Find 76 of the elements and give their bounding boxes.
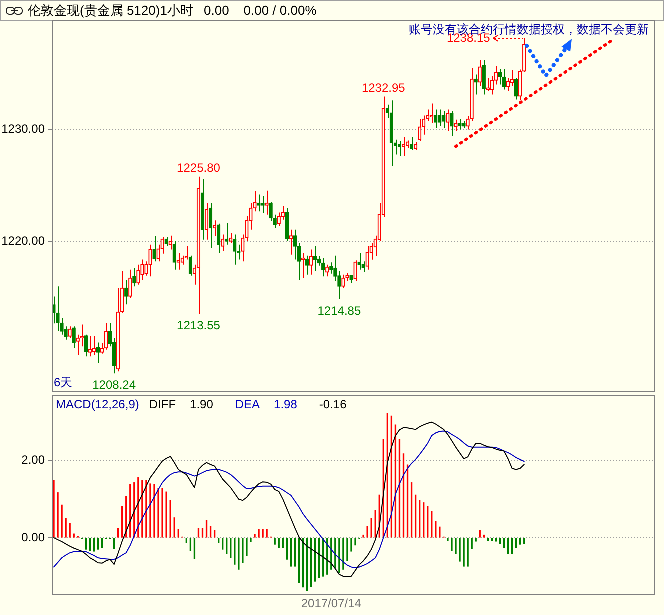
candlestick	[56, 286, 60, 332]
candlestick	[458, 118, 462, 130]
candlestick	[450, 110, 454, 138]
candlestick	[293, 229, 298, 260]
candlestick	[229, 232, 233, 244]
text: DIFF	[149, 397, 176, 412]
candlestick	[301, 252, 306, 279]
candlestick	[277, 212, 281, 228]
y-tick-label: 0.00	[22, 530, 46, 544]
candlestick	[104, 322, 108, 350]
candlestick	[506, 78, 510, 92]
annotation: 1214.85	[318, 304, 362, 318]
candlestick	[76, 334, 80, 356]
candlestick	[217, 223, 221, 254]
candlestick	[410, 136, 414, 152]
candlestick	[265, 190, 269, 216]
candlestick	[454, 119, 458, 132]
chart-title: 伦敦金现(贵金属 5120)1小时	[28, 2, 194, 20]
candlestick	[358, 252, 362, 270]
candlestick	[430, 103, 434, 124]
candlestick	[164, 236, 168, 248]
candlestick	[152, 236, 156, 262]
candlestick	[52, 296, 56, 324]
candlestick	[92, 336, 96, 356]
candlestick	[330, 262, 334, 274]
candlestick	[140, 259, 144, 280]
candlestick	[478, 60, 482, 87]
candlestick	[128, 269, 132, 299]
annotation: 1208.24	[92, 378, 136, 392]
annotation: 1213.55	[177, 318, 221, 332]
candlestick	[446, 109, 450, 132]
annotation: 1232.95	[362, 81, 406, 96]
candlestick	[518, 69, 522, 101]
candlestick	[172, 241, 176, 270]
candlestick	[482, 60, 486, 96]
annotation: -0.16	[319, 397, 348, 412]
candlestick	[68, 326, 72, 339]
candlestick	[136, 264, 140, 286]
candlestick	[326, 264, 330, 278]
candlestick	[490, 76, 494, 96]
candlestick	[204, 202, 209, 240]
candlestick	[305, 255, 310, 276]
candlestick	[176, 252, 180, 270]
candlestick	[498, 68, 502, 86]
y-tick-label: 1220.00	[2, 234, 46, 248]
annotation: 6天	[54, 375, 73, 390]
candlestick	[124, 279, 128, 306]
y-tick-label: 1230.00	[2, 122, 46, 136]
candlestick	[342, 274, 346, 289]
annotation: 1.98	[274, 397, 298, 412]
candlestick	[338, 271, 342, 300]
candlestick	[309, 249, 314, 276]
candlestick	[84, 334, 88, 358]
candlestick	[486, 78, 490, 92]
annotation: 1225.80	[177, 161, 221, 176]
candlestick	[442, 110, 446, 129]
candlestick	[208, 202, 213, 249]
candlestick	[434, 109, 438, 129]
candlestick	[233, 234, 237, 266]
candlestick	[289, 229, 294, 256]
candlestick	[354, 260, 358, 282]
candlestick	[88, 336, 92, 358]
candlestick	[221, 234, 225, 252]
chart-title: MACD(12,26,9)	[56, 397, 140, 412]
chart-subtitle: 0.00 0.00 / 0.00%	[204, 2, 317, 20]
y-tick-label: 2.00	[22, 453, 46, 468]
candlestick	[438, 109, 442, 127]
candlestick	[261, 196, 265, 214]
x-tick-label: 2017/07/14	[301, 596, 362, 611]
candlestick	[148, 244, 152, 278]
candlestick	[168, 235, 172, 250]
candlestick	[313, 246, 318, 272]
text: DEA	[235, 397, 260, 412]
candlestick	[257, 194, 261, 212]
annotation: 1.90	[190, 397, 214, 412]
candlestick	[366, 246, 370, 270]
